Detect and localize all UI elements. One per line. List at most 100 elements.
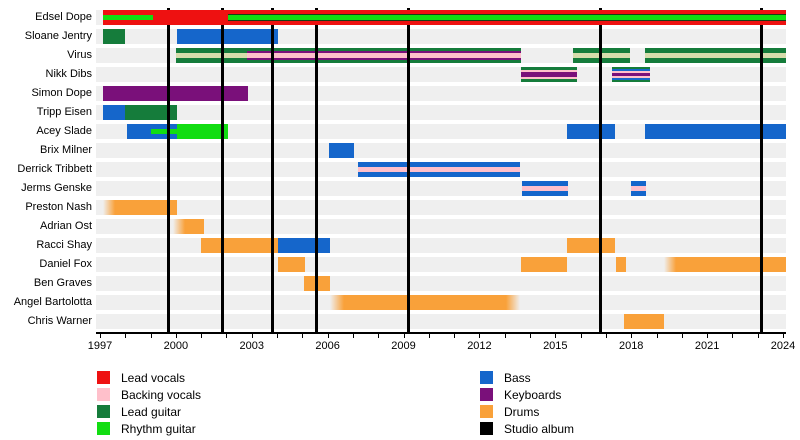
legend-label: Bass: [504, 371, 531, 385]
x-axis-tick: [656, 334, 658, 338]
timeline-bar-segment: [631, 181, 647, 196]
x-axis-tick: [352, 334, 354, 338]
member-label: Ben Graves: [33, 277, 92, 289]
member-label: Derrick Tribbett: [17, 163, 92, 175]
role-layer-bass: [328, 143, 355, 158]
role-layer-backing-vocals: [631, 186, 647, 191]
role-layer-rhythm-guitar: [150, 129, 178, 134]
timeline-bar-segment: [173, 219, 204, 234]
role-layer-lead-guitar: [125, 105, 178, 120]
legend-item-rhythm-guitar: Rhythm guitar: [97, 422, 297, 436]
legend-item-lead-guitar: Lead guitar: [97, 405, 297, 419]
x-axis-tick: [530, 334, 532, 338]
x-axis-year-label: 2003: [239, 340, 264, 352]
timeline-bar-segment: [175, 48, 247, 63]
role-layer-bass: [566, 124, 615, 139]
x-axis-year-label: 2000: [163, 340, 189, 352]
role-layer-bass: [278, 238, 331, 253]
legend-swatch-drums: [480, 405, 493, 418]
legend-item-lead-vocals: Lead vocals: [97, 371, 297, 385]
x-axis-tick: [100, 334, 101, 338]
row-background: [96, 86, 786, 101]
studio-album-line: [166, 8, 170, 334]
role-layer-backing-vocals: [522, 186, 568, 191]
row-background: [96, 276, 786, 291]
x-axis-year-label: 2024: [770, 340, 796, 352]
role-layer-drums: [623, 314, 665, 329]
role-layer-drums: [521, 257, 567, 272]
timeline-bar-segment: [102, 86, 248, 101]
studio-album-line: [314, 8, 318, 334]
timeline-bar-segment: [125, 105, 178, 120]
studio-album-line: [599, 8, 603, 334]
legend-swatch-lead-vocals: [97, 371, 110, 384]
legend-item-studio-album: Studio album: [480, 422, 680, 436]
x-axis-year-label: 1997: [87, 340, 113, 352]
studio-album-line: [759, 8, 763, 334]
x-axis-tick: [757, 334, 759, 338]
row-background: [96, 314, 786, 329]
role-layer-bass: [126, 124, 151, 139]
row-background: [96, 67, 786, 82]
x-axis-year-label: 2009: [391, 340, 416, 352]
timeline-bar-segment: [645, 124, 786, 139]
timeline-bar-segment: [102, 10, 154, 25]
x-axis-tick: [479, 334, 481, 338]
role-layer-backing-vocals-pale: [645, 53, 786, 58]
timeline-bar-segment: [227, 10, 786, 25]
role-layer-keyboards: [612, 73, 651, 76]
timeline-bar-segment: [126, 124, 151, 139]
member-label: Daniel Fox: [39, 258, 92, 270]
role-layer-rhythm-guitar: [177, 124, 228, 139]
timeline-bar-segment: [102, 29, 126, 44]
role-layer-drums: [330, 295, 520, 310]
timeline-bar-segment: [566, 124, 615, 139]
x-axis-tick: [251, 334, 253, 338]
role-layer-drums: [616, 257, 627, 272]
row-background: [96, 143, 786, 158]
member-label: Sloane Jentry: [24, 30, 92, 42]
legend-swatch-backing-vocals: [97, 388, 110, 401]
role-layer-keyboards: [102, 86, 248, 101]
role-layer-drums: [102, 200, 178, 215]
x-axis-tick: [226, 334, 228, 338]
member-label: Angel Bartolotta: [13, 296, 92, 308]
x-axis-year-label: 2018: [618, 340, 644, 352]
legend-label: Studio album: [504, 422, 575, 436]
role-layer-drums: [173, 219, 204, 234]
studio-album-line: [270, 8, 274, 334]
x-axis-tick: [327, 334, 329, 338]
role-layer-backing-vocals: [246, 53, 522, 58]
x-axis-year-label: 2006: [315, 340, 340, 352]
studio-album-line: [221, 8, 225, 334]
timeline-bar-segment: [330, 295, 520, 310]
legend-item-bass: Bass: [480, 371, 680, 385]
timeline-bar-segment: [246, 48, 522, 63]
legend-label: Drums: [504, 405, 540, 419]
role-layer-backing-vocals-pale: [175, 53, 247, 58]
member-label: Tripp Eisen: [36, 106, 92, 118]
timeline-bar-segment: [521, 257, 567, 272]
role-layer-bass: [102, 105, 126, 120]
timeline-bar-segment: [102, 105, 126, 120]
x-axis-tick: [378, 334, 380, 338]
timeline-bar-segment: [201, 238, 279, 253]
member-label: Jerms Genske: [21, 182, 92, 194]
timeline-bar-segment: [150, 124, 178, 139]
role-layer-backing-vocals: [358, 167, 520, 172]
member-label: Chris Warner: [27, 315, 92, 327]
timeline-bar-segment: [177, 124, 228, 139]
x-axis-year-label: 2021: [694, 340, 720, 352]
timeline-bar-segment: [102, 200, 178, 215]
role-layer-drums: [664, 257, 786, 272]
x-axis-tick: [732, 334, 734, 338]
timeline-bar-segment: [278, 238, 331, 253]
x-axis-tick: [707, 334, 709, 338]
legend-label: Backing vocals: [121, 388, 202, 402]
role-layer-drums: [201, 238, 279, 253]
role-layer-drums: [278, 257, 305, 272]
timeline-bar-segment: [566, 238, 615, 253]
legend-item-backing-vocals: Backing vocals: [97, 388, 297, 402]
x-axis-tick: [201, 334, 203, 338]
